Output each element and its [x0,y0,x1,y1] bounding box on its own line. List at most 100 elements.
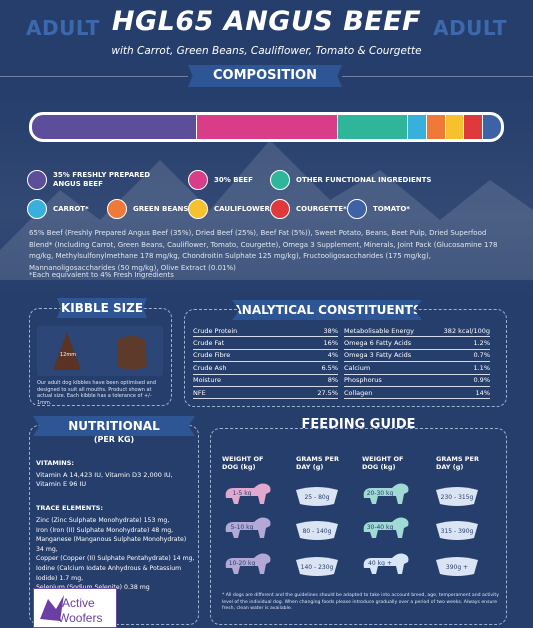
trace-item: Selenium (Sodium Selenite) 0.38 mg [36,584,150,592]
composition-heading: COMPOSITION [188,65,342,87]
composition-segment [463,115,483,139]
bowl-icon: 315 - 390g [434,518,480,544]
legend-swatch [270,170,290,190]
dog-weight-label: 10-20 kg [229,560,256,567]
analytical-key: Crude Protein [193,326,238,335]
bowl-grams-label: 315 - 390g [441,528,474,535]
legend-item-fresh-beef: 35% FRESHLY PREPARED ANGUS BEEF [27,170,167,190]
trace-item: Iodine (Calcium Iodate Anhydrous & Potas… [36,564,182,582]
trace-item: Zinc (Zinc Sulphate Monohydrate) 153 mg, [36,517,170,524]
analytical-row: Crude Fat 16% [193,337,338,350]
logo-line1: Active [62,596,95,610]
dog-weight-label: 20-30 kg [367,490,394,497]
bowl-icon: 80 - 140g [294,518,340,544]
analytical-row: Crude Protein 38% [193,325,338,338]
additives-subheading: (PER KG) [93,435,135,444]
legend-label: GREEN BEANS* [133,204,193,213]
analytical-key: Crude Fat [193,339,225,348]
legend-label: OTHER FUNCTIONAL INGREDIENTS [296,175,432,184]
composition-segment [407,115,426,139]
composition-segment [336,115,408,139]
legend-swatch [27,199,47,219]
analytical-key: Collagen [344,388,373,397]
analytical-row: Phosphorus 0.9% [344,375,490,387]
bowl-grams-label: 140 - 230g [301,564,334,571]
analytical-value: 6.5% [321,363,338,372]
product-title: HGL65 ANGUS BEEF [111,6,422,37]
analytical-key: Crude Ash [193,363,227,372]
legend-swatch [270,199,290,219]
bowl-icon: 140 - 230g [294,554,340,580]
legend-label: 35% FRESHLY PREPARED ANGUS BEEF [53,171,151,188]
analytical-table-right: Metabolisable Energy 382 kcal/100g Omega 6… [344,325,490,400]
ingredients-footnote: *Each equivalent to 4% Fresh Ingredients [29,271,174,279]
ingredients-text: 65% Beef (Freshly Prepared Angus Beef (3… [29,229,498,272]
analytical-row: Omega 3 Fatty Acids 0.7% [344,350,490,363]
analytical-row: Calcium 1.1% [344,362,490,375]
feeding-box [210,428,507,625]
dog-icon: 30-40 kg [358,512,412,548]
dog-icon: 10-20 kg [220,548,274,584]
col-grams-2: GRAMS PER DAY (g) [436,455,479,471]
feeding-note: * All dogs are different and the guideli… [222,593,499,611]
vitamins-title: VITAMINS: [36,459,75,467]
brand-logo: Active Woofers [33,588,117,628]
composition-segment [196,115,337,139]
product-subtitle: with Carrot, Green Beans, Cauliflower, T… [111,45,422,57]
col-weight-2: WEIGHT OF DOG (kg) [362,455,404,471]
legend-label: CARROT* [53,204,89,213]
analytical-value: 27.5% [317,388,338,397]
composition-segment [32,115,197,139]
legend-swatch [27,170,47,190]
analytical-value: 38% [323,326,338,335]
legend-swatch [347,199,367,219]
legend-item-carrot: CARROT* [27,199,89,219]
analytical-value: 1.2% [473,339,490,348]
analytical-row: Crude Fibre 4% [193,350,338,363]
dog-weight-label: 5-10 kg [231,524,254,531]
analytical-heading: ANALYTICAL CONSTITUENTS [232,300,422,320]
analytical-key: NFE [193,388,206,397]
kibble-size-label: 12mm [60,352,77,358]
analytical-value: 382 kcal/100g [443,326,490,335]
analytical-key: Phosphorus [344,376,382,385]
trace-item: Manganese (Manganous Sulphate Monohydrat… [36,536,187,553]
trace-title: TRACE ELEMENTS: [36,504,104,512]
age-label-left: ADULT [26,16,100,40]
dog-icon: 1-5 kg [220,478,274,514]
legend-item-other: OTHER FUNCTIONAL INGREDIENTS [270,170,431,190]
logo-dog-silhouette [40,595,64,621]
analytical-row: Metabolisable Energy 382 kcal/100g [344,325,490,338]
dog-weight-label: 30-40 kg [367,524,394,531]
composition-bar [29,112,504,142]
legend-swatch [188,199,208,219]
analytical-key: Omega 3 Fatty Acids [344,351,412,360]
divider-line [342,76,533,77]
bowl-grams-label: 80 - 140g [303,528,332,535]
col-weight-1: WEIGHT OF DOG (kg) [222,455,264,471]
composition-segment [425,115,445,139]
legend-label: CAULIFLOWER* [214,204,274,213]
bowl-grams-label: 25 - 80g [304,494,329,501]
analytical-row: NFE 27.5% [193,387,338,400]
kibble-photo [37,326,163,376]
dog-weight-label: 40 kg + [368,560,392,567]
analytical-row: Moisture 8% [193,375,338,387]
bowl-grams-label: 230 - 315g [441,494,474,501]
analytical-key: Metabolisable Energy [344,326,414,335]
analytical-value: 16% [323,339,338,348]
legend-label: COURGETTE* [296,204,347,213]
analytical-row: Collagen 14% [344,387,490,400]
legend-swatch [188,170,208,190]
col-grams-1: GRAMS PER DAY (g) [296,455,339,471]
legend-item-beef: 30% BEEF [188,170,253,190]
dog-icon: 5-10 kg [220,512,274,548]
dog-icon: 40 kg + [358,548,412,584]
bowl-grams-label: 390g + [446,564,468,571]
legend-label: TOMATO* [373,204,410,213]
analytical-key: Omega 6 Fatty Acids [344,339,412,348]
kibble-note: Our adult dog kibbles have been optimise… [37,380,157,406]
analytical-row: Crude Ash 6.5% [193,362,338,375]
age-label-right: ADULT [433,16,507,40]
divider-line [0,76,188,77]
